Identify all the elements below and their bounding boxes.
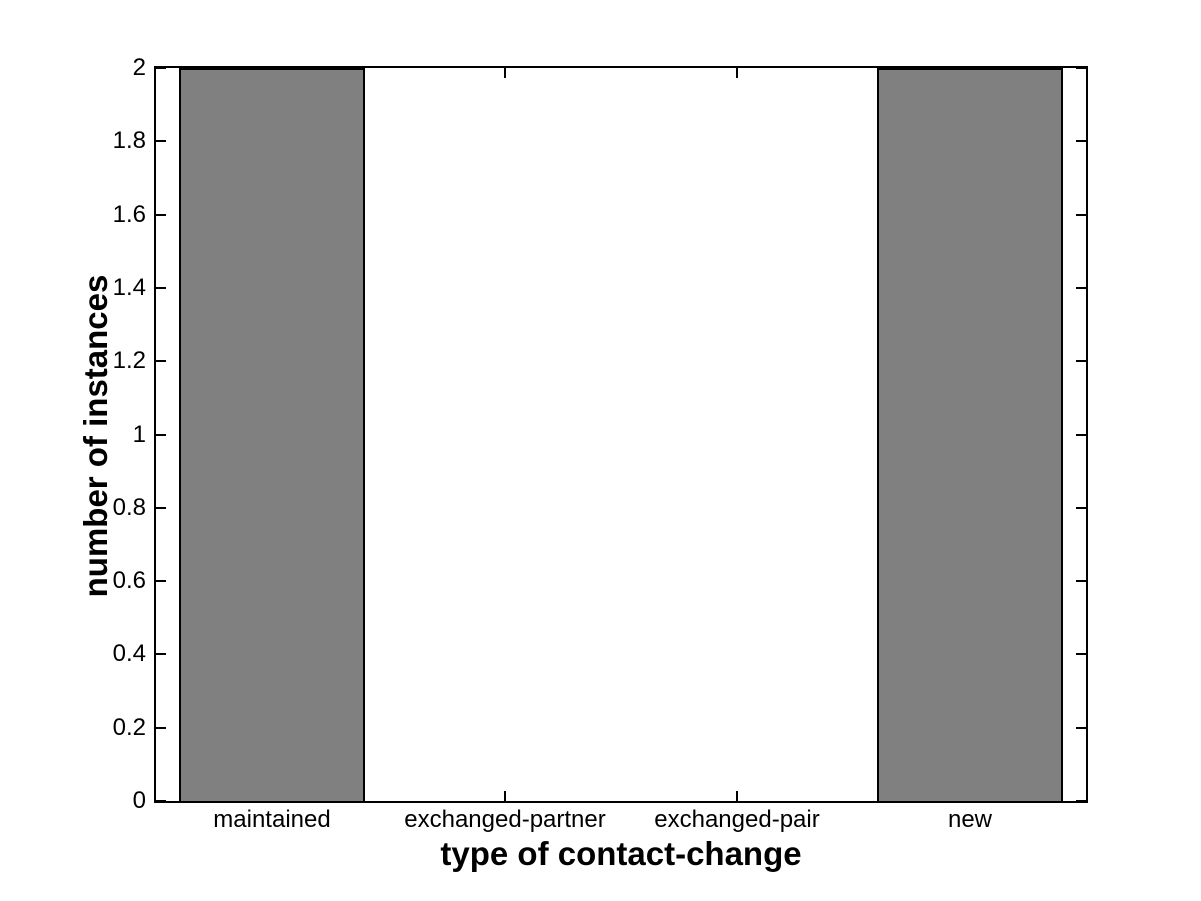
- bar-new: [877, 68, 1063, 801]
- plot-area: [154, 66, 1088, 803]
- y-tick-label: 0.8: [112, 494, 146, 521]
- y-axis-tick-right: [1076, 360, 1086, 362]
- y-tick-label: 1.2: [112, 347, 146, 374]
- x-tick-label: exchanged-pair: [654, 806, 820, 833]
- y-axis-tick-right: [1076, 580, 1086, 582]
- x-tick-label: new: [947, 806, 993, 833]
- y-axis-tick: [156, 434, 166, 436]
- y-axis-tick-right: [1076, 67, 1086, 69]
- y-axis-tick: [156, 580, 166, 582]
- y-tick-label: 1.8: [112, 127, 146, 154]
- y-tick-label: 0: [132, 787, 146, 814]
- y-tick-label: 1.6: [112, 201, 146, 228]
- y-axis-tick: [156, 727, 166, 729]
- x-axis-tick-top: [736, 68, 738, 78]
- y-axis-tick-right: [1076, 214, 1086, 216]
- y-tick-label: 0.6: [112, 567, 146, 594]
- y-axis-tick: [156, 287, 166, 289]
- y-axis-tick: [156, 653, 166, 655]
- y-axis-tick-right: [1076, 287, 1086, 289]
- y-axis-tick-right: [1076, 507, 1086, 509]
- y-axis-tick-right: [1076, 434, 1086, 436]
- y-axis-tick: [156, 140, 166, 142]
- x-tick-label: exchanged-partner: [404, 806, 606, 833]
- y-axis-tick-right: [1076, 653, 1086, 655]
- y-axis-tick: [156, 507, 166, 509]
- y-axis-tick-right: [1076, 727, 1086, 729]
- y-tick-label: 2: [132, 54, 146, 81]
- y-axis-tick-right: [1076, 800, 1086, 802]
- y-tick-label: 0.4: [112, 640, 146, 667]
- y-axis-tick: [156, 800, 166, 802]
- y-axis-tick: [156, 67, 166, 69]
- y-axis-tick-right: [1076, 140, 1086, 142]
- x-axis-tick-top: [504, 68, 506, 78]
- x-axis-tick: [736, 791, 738, 801]
- y-tick-label: 1: [132, 421, 146, 448]
- y-axis-tick: [156, 214, 166, 216]
- x-axis-label: type of contact-change: [440, 835, 802, 872]
- y-tick-label: 1.4: [112, 274, 146, 301]
- bar-maintained: [179, 68, 365, 801]
- y-axis-label: number of instances: [77, 274, 114, 598]
- y-axis-tick: [156, 360, 166, 362]
- x-tick-label: maintained: [213, 806, 331, 833]
- y-tick-label: 0.2: [112, 714, 146, 741]
- x-axis-tick: [504, 791, 506, 801]
